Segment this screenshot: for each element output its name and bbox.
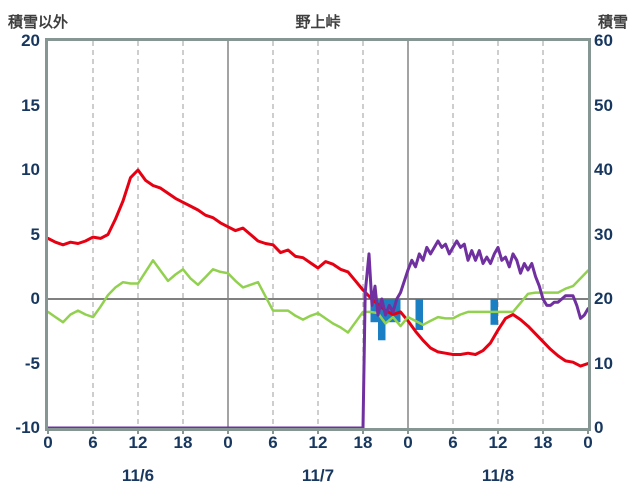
x-hour-tick-label: 12 — [128, 433, 148, 452]
temperature-red-series — [48, 168, 588, 368]
y-right-tick-label: 10 — [594, 353, 613, 373]
x-axis-tick-mark — [227, 428, 229, 434]
chart-title: 野上峠 — [295, 14, 341, 31]
x-hour-tick-label: 6 — [448, 433, 458, 452]
x-axis-tick-mark — [497, 428, 499, 434]
x-axis-tick-mark — [92, 428, 94, 434]
x-axis-tick-mark — [542, 428, 544, 434]
x-hour-tick-label: 6 — [88, 433, 98, 452]
x-hour-tick-label: 18 — [353, 433, 373, 452]
y-right-tick-label: 30 — [594, 224, 613, 244]
y-left-tick-label: 15 — [21, 95, 40, 115]
x-axis-tick-mark — [587, 428, 589, 434]
x-hour-tick-label: 18 — [173, 433, 193, 452]
right-axis-title: 積雪 — [597, 14, 628, 31]
x-axis-tick-mark — [272, 428, 274, 434]
y-right-tick-label: 40 — [594, 160, 613, 179]
x-axis-tick-mark — [317, 428, 319, 434]
x-axis-tick-mark — [362, 428, 364, 434]
x-hour-tick-label: 0 — [403, 433, 413, 452]
x-date-label: 11/6 — [121, 466, 155, 485]
x-hour-tick-label: 0 — [583, 433, 593, 452]
snow-depth-purple-series — [48, 239, 588, 428]
x-hour-tick-label: 12 — [488, 433, 508, 452]
x-hour-tick-label: 0 — [43, 433, 53, 452]
y-right-tick-label: 60 — [594, 31, 613, 50]
y-left-tick-label: -10 — [15, 418, 40, 437]
x-hour-tick-label: 0 — [223, 433, 233, 452]
y-right-tick-label: 50 — [594, 95, 613, 115]
x-axis-tick-mark — [137, 428, 139, 434]
y-left-tick-label: 20 — [21, 31, 40, 50]
y-right-tick-label: 20 — [594, 289, 613, 308]
plot-canvas — [48, 41, 588, 428]
snowfall-blue-bars — [393, 299, 401, 323]
x-date-label: 11/7 — [301, 466, 335, 485]
y-left-tick-label: 10 — [21, 160, 40, 179]
x-date-label: 11/8 — [481, 466, 515, 485]
x-hour-tick-label: 12 — [308, 433, 328, 452]
snowfall-blue-bars — [415, 299, 423, 330]
snowfall-blue-bars — [370, 299, 378, 323]
x-hour-tick-label: 6 — [268, 433, 278, 452]
road-temp-green-series — [48, 259, 588, 334]
x-axis-tick-mark — [407, 428, 409, 434]
snowfall-blue-bars — [385, 299, 393, 323]
x-axis-tick-mark — [452, 428, 454, 434]
x-axis-tick-mark — [182, 428, 184, 434]
y-left-tick-label: -5 — [24, 353, 40, 373]
x-axis-tick-mark — [47, 428, 49, 434]
left-axis-title: 積雪以外 — [8, 14, 69, 31]
y-left-tick-label: 5 — [30, 224, 40, 244]
y-left-tick-label: 0 — [30, 289, 40, 308]
y-right-tick-label: 0 — [594, 418, 604, 437]
x-hour-tick-label: 18 — [533, 433, 553, 452]
